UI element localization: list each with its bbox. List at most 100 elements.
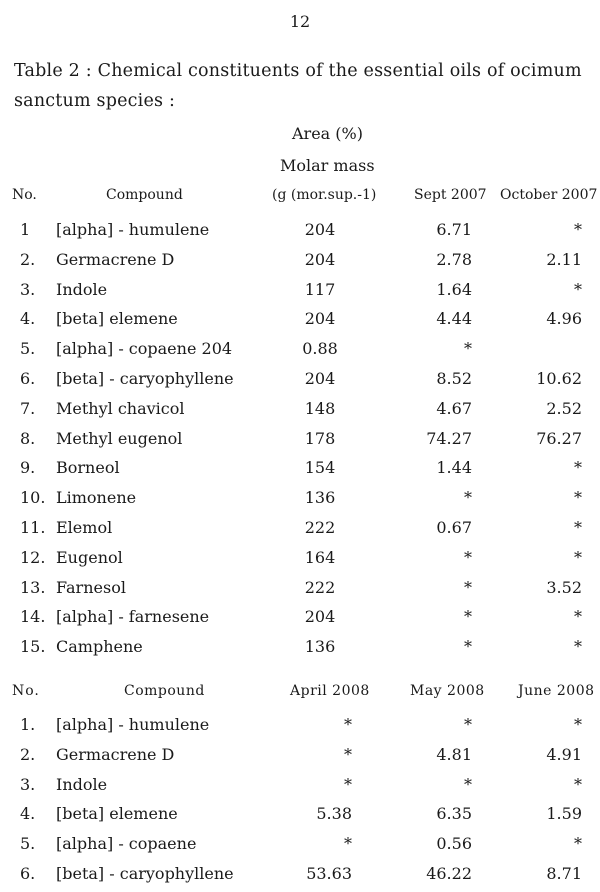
june-2008-value: * xyxy=(574,715,582,734)
april-2008-value: * xyxy=(344,834,352,854)
row-number: 13. xyxy=(20,577,46,597)
compound-name: [beta] elemene xyxy=(56,309,178,329)
table-row: 5. [alpha] - copaene 204 0.88 * xyxy=(0,334,600,364)
compound-name: Elemol xyxy=(56,518,113,537)
molar-mass-value: 204 xyxy=(304,309,336,329)
molar-mass-value: 148 xyxy=(304,398,336,418)
col-header-sept-2007: Sept 2007 xyxy=(414,187,487,203)
table-row: 6. [beta] - caryophyllene 53.63 46.22 8.71 xyxy=(0,859,600,889)
april-2008-value: * xyxy=(344,774,352,794)
molar-mass-value: 222 xyxy=(304,577,336,597)
area-header: Area (%) xyxy=(292,124,363,143)
row-number: 7. xyxy=(20,398,36,418)
table-caption: Table 2 : Chemical constituents of the e… xyxy=(14,61,582,111)
sept-2007-value: * xyxy=(464,577,472,597)
row-number: 9. xyxy=(20,458,36,478)
sept-2007-value: 2.78 xyxy=(436,249,472,269)
molar-mass-value: 164 xyxy=(304,547,336,567)
row-number: 15. xyxy=(20,637,46,657)
october-2007-value: 2.11 xyxy=(546,249,582,269)
table-row: 11. Elemol 222 0.67 * xyxy=(0,513,600,543)
col-header-compound-2: Compound xyxy=(124,683,205,699)
table-row: 2. Germacrene D * 4.81 4.91 xyxy=(0,740,600,770)
molar-mass-value: 136 xyxy=(304,488,336,508)
sept-2007-value: 1.64 xyxy=(436,279,472,299)
table-row: 9. Borneol 154 1.44 * xyxy=(0,453,600,483)
may-2008-value: 6.35 xyxy=(436,804,472,824)
october-2007-value: * xyxy=(574,488,582,508)
table-row: 7. Methyl chavicol 148 4.67 2.52 xyxy=(0,394,600,424)
row-number: 11. xyxy=(20,518,46,537)
compound-name: [beta] - caryophyllene xyxy=(56,864,234,883)
compound-name: Camphene xyxy=(56,637,143,657)
october-2007-value: * xyxy=(574,547,582,567)
compound-name: [alpha] - farnesene xyxy=(56,607,210,627)
table-row: 14. [alpha] - farnesene 204 * * xyxy=(0,602,600,632)
row-number: 10. xyxy=(20,488,46,508)
col-header-compound: Compound xyxy=(106,187,183,203)
row-number: 1 xyxy=(20,220,31,239)
molar-mass-header: Molar mass xyxy=(280,156,375,175)
table-row: 1. [alpha] - humulene * * * xyxy=(0,710,600,740)
table-row: 5. [alpha] - copaene * 0.56 * xyxy=(0,829,600,859)
row-number: 2. xyxy=(20,744,36,764)
compound-name: Germacrene D xyxy=(56,744,175,764)
col-header-may-2008: May 2008 xyxy=(410,683,485,699)
molar-mass-value: 204 xyxy=(304,220,336,239)
molar-mass-value: 178 xyxy=(304,428,336,448)
april-2008-value: 5.38 xyxy=(316,804,352,824)
molar-mass-value: 222 xyxy=(304,518,336,537)
october-2007-value: 76.27 xyxy=(536,428,582,448)
col-header-april-2008: April 2008 xyxy=(290,683,370,699)
compound-name: Indole xyxy=(56,774,108,794)
october-2007-value: 3.52 xyxy=(546,577,582,597)
sept-2007-value: * xyxy=(464,339,472,359)
row-number: 5. xyxy=(20,834,36,854)
row-number: 4. xyxy=(20,309,36,329)
sept-2007-value: * xyxy=(464,547,472,567)
compound-name: Methyl chavicol xyxy=(56,398,185,418)
table-row: 2. Germacrene D 204 2.78 2.11 xyxy=(0,245,600,275)
compound-name: [alpha] - humulene xyxy=(56,715,210,734)
april-2008-value: * xyxy=(344,715,352,734)
row-number: 8. xyxy=(20,428,36,448)
compound-name: [alpha] - copaene 204 xyxy=(56,339,233,359)
col-header-no: No. xyxy=(12,187,37,203)
table-row: 8. Methyl eugenol 178 74.27 76.27 xyxy=(0,424,600,454)
june-2008-value: * xyxy=(574,834,582,854)
molar-mass-value: 204 xyxy=(304,249,336,269)
molar-mass-value: 117 xyxy=(304,279,336,299)
compound-name: [alpha] - humulene xyxy=(56,220,210,239)
sept-2007-value: * xyxy=(464,607,472,627)
april-2008-value: * xyxy=(344,744,352,764)
table-row: 4. [beta] elemene 204 4.44 4.96 xyxy=(0,304,600,334)
molar-mass-value: 136 xyxy=(304,637,336,657)
page-number: 12 xyxy=(289,12,311,31)
col-header-molar: (g (mor.sup.-1) xyxy=(272,187,377,203)
row-number: 6. xyxy=(20,864,36,883)
col-header-october-2007: October 2007 xyxy=(500,187,598,203)
table-row: 6. [beta] - caryophyllene 204 8.52 10.62 xyxy=(0,364,600,394)
compound-name: Borneol xyxy=(56,458,120,478)
june-2008-value: 1.59 xyxy=(546,804,582,824)
sept-2007-value: * xyxy=(464,637,472,657)
sept-2007-value: 74.27 xyxy=(426,428,472,448)
compound-name: [beta] - caryophyllene xyxy=(56,369,234,388)
may-2008-value: * xyxy=(464,774,472,794)
table-row: 10. Limonene 136 * * xyxy=(0,483,600,513)
table-row: 4. [beta] elemene 5.38 6.35 1.59 xyxy=(0,799,600,829)
october-2007-value: 4.96 xyxy=(546,309,582,329)
sept-2007-value: 6.71 xyxy=(436,220,472,239)
col-header-june-2008: June 2008 xyxy=(518,683,595,699)
row-number: 5. xyxy=(20,339,36,359)
sept-2007-value: 8.52 xyxy=(436,369,472,388)
october-2007-value: * xyxy=(574,637,582,657)
october-2007-value: * xyxy=(574,458,582,478)
table-row: 13. Farnesol 222 * 3.52 xyxy=(0,573,600,603)
october-2007-value: * xyxy=(574,220,582,239)
compound-name: [alpha] - copaene xyxy=(56,834,197,854)
june-2008-value: 8.71 xyxy=(546,864,582,883)
row-number: 3. xyxy=(20,774,36,794)
may-2008-value: 46.22 xyxy=(426,864,472,883)
row-number: 3. xyxy=(20,279,36,299)
